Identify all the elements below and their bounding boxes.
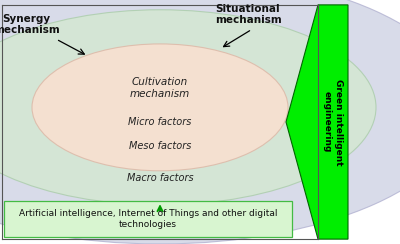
Text: Cultivation
mechanism: Cultivation mechanism — [130, 77, 190, 99]
Text: Macro factors: Macro factors — [127, 173, 193, 183]
Text: Synergy
mechanism: Synergy mechanism — [0, 14, 59, 35]
Polygon shape — [286, 5, 348, 239]
Text: Micro factors: Micro factors — [128, 117, 192, 127]
Ellipse shape — [0, 10, 376, 205]
Ellipse shape — [32, 44, 288, 171]
Text: Artificial intelligence, Internet of Things and other digital
technologies: Artificial intelligence, Internet of Thi… — [19, 209, 277, 229]
Text: Situational
mechanism: Situational mechanism — [215, 4, 281, 25]
Text: Green intelligent
engineering: Green intelligent engineering — [323, 79, 342, 165]
FancyBboxPatch shape — [4, 201, 292, 237]
Text: Meso factors: Meso factors — [129, 142, 191, 151]
